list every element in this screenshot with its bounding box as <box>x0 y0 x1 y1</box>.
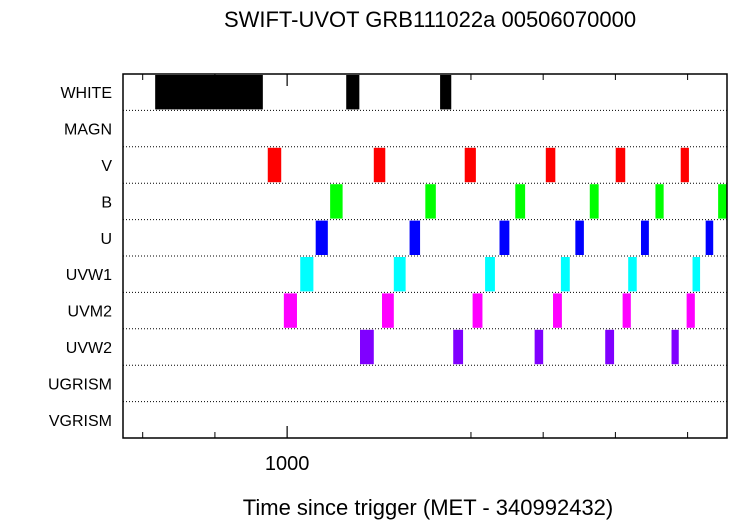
filter-label-uvw2: UVW2 <box>66 340 112 357</box>
filter-label-v: V <box>101 158 112 175</box>
exposure-bar-b-6 <box>718 184 727 219</box>
exposure-bar-uvw2-1 <box>360 329 374 365</box>
exposure-bar-white-1 <box>155 75 263 110</box>
exposure-bar-uvm2-3 <box>472 293 483 328</box>
exposure-bar-uvw1-4 <box>560 257 570 292</box>
exposure-bar-v-4 <box>545 147 556 183</box>
filter-label-u: U <box>100 231 112 248</box>
filter-label-magn: MAGN <box>64 122 112 139</box>
exposure-bar-b-5 <box>655 184 664 219</box>
exposure-bar-u-3 <box>499 220 510 255</box>
exposure-bar-uvw1-5 <box>628 257 637 292</box>
exposure-bar-uvw1-2 <box>393 257 406 292</box>
exposure-bar-v-3 <box>464 147 476 183</box>
exposure-bar-uvw1-1 <box>300 257 314 292</box>
exposure-bar-uvw2-3 <box>534 329 544 365</box>
exposure-bar-uvw2-5 <box>671 329 679 365</box>
exposure-bar-b-3 <box>515 184 526 219</box>
exposure-bar-u-4 <box>575 220 584 255</box>
exposure-bar-v-1 <box>267 147 282 183</box>
exposure-bar-uvw1-6 <box>692 257 701 292</box>
exposure-bar-white-3 <box>440 75 452 110</box>
filter-label-vgrism: VGRISM <box>49 413 112 430</box>
filter-label-b: B <box>101 194 112 211</box>
exposure-bar-white-2 <box>346 75 360 110</box>
exposure-bar-uvm2-4 <box>553 293 562 328</box>
exposure-bar-u-5 <box>640 220 649 255</box>
exposure-bar-u-6 <box>705 220 714 255</box>
exposure-bar-b-2 <box>425 184 436 219</box>
exposure-bar-uvw2-2 <box>453 329 464 365</box>
x-axis-ticks: 1000 <box>142 74 689 475</box>
filter-label-uvw1: UVW1 <box>66 267 112 284</box>
exposure-bar-u-2 <box>409 220 421 255</box>
exposure-bar-uvw2-4 <box>605 329 615 365</box>
exposure-bar-v-2 <box>373 147 386 183</box>
exposure-bar-uvm2-1 <box>283 293 297 328</box>
plot-frame <box>122 73 728 439</box>
exposure-bar-u-1 <box>315 220 328 255</box>
filter-label-ugrism: UGRISM <box>48 376 112 393</box>
exposure-bar-uvm2-6 <box>686 293 695 328</box>
exposure-bar-uvm2-2 <box>381 293 394 328</box>
filter-label-uvm2: UVM2 <box>68 304 113 321</box>
chart-title: SWIFT-UVOT GRB111022a 00506070000 <box>224 7 636 32</box>
x-tick-label: 1000 <box>265 453 310 475</box>
filter-rows <box>123 109 727 403</box>
exposure-bar-v-6 <box>680 147 689 183</box>
exposure-bar-uvm2-5 <box>622 293 631 328</box>
filter-labels: WHITE MAGN V B U UVW1 UVM2 UVW2 UGRISM VGRISM <box>48 85 112 430</box>
exposure-bar-b-1 <box>330 184 343 219</box>
exposure-bar-uvw1-3 <box>485 257 495 292</box>
exposure-bar-v-5 <box>615 147 626 183</box>
exposure-bars <box>155 75 727 365</box>
exposure-bar-b-4 <box>589 184 599 219</box>
filter-label-white: WHITE <box>60 85 112 102</box>
x-axis-label: Time since trigger (MET - 340992432) <box>243 495 614 520</box>
